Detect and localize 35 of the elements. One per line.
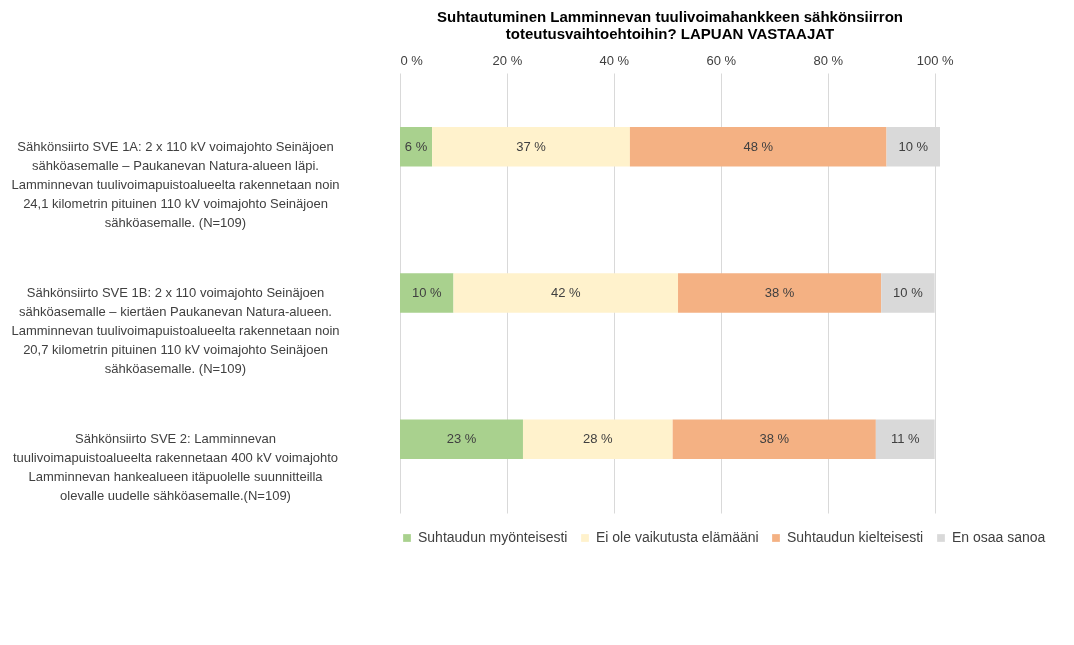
data-label: 10 % bbox=[411, 285, 442, 300]
x-tick-label: 20 % bbox=[492, 52, 523, 68]
bar bbox=[400, 273, 454, 313]
x-tick-label: 100 % bbox=[916, 52, 955, 68]
data-label: 42 % bbox=[550, 285, 581, 300]
data-label: 37 % bbox=[516, 138, 547, 154]
bar bbox=[522, 419, 673, 459]
legend-label: En osaa sanoa bbox=[952, 529, 1046, 545]
y-tick-label: Sähkönsiirto SVE 1B: 2 x 110 voimajohto Seinäjoen sähköasemalle – kiertäen Paukanevan Natura-alueen. Lamminnevan tuulivoimapuistoalueelta rakennetaan noin 20,7 kilometrin pituinen 110 kV voimajohto Seinäjoen sähköasemalle. (N=109) bbox=[11, 285, 340, 376]
data-label: 6 % bbox=[404, 138, 428, 154]
bar bbox=[432, 127, 630, 167]
bar bbox=[453, 273, 679, 313]
data-label: 23 % bbox=[446, 431, 477, 447]
y-tick-label: Sähkönsiirto SVE 2: Lamminnevan tuulivoimapuistoalueelta rakennetaan 400 kV voimajohto Lamminnevan hankealueen itäpuolelle suunnitteilla olevalle uudelle sähköasemalle.(N=109) bbox=[12, 431, 339, 504]
bar bbox=[400, 127, 433, 167]
data-label: 28 % bbox=[583, 431, 614, 447]
legend-label: Suhtaudun kielteisesti bbox=[787, 529, 924, 545]
bar bbox=[629, 127, 887, 167]
chart-title: Suhtautuminen Lamminnevan tuulivoimahankkeen sähkönsiirron toteutusvaihtoehtoihin? LAPUAN VASTAAJAT bbox=[437, 8, 903, 42]
data-label: 10 % bbox=[898, 138, 929, 154]
x-tick-label: 40 % bbox=[599, 52, 630, 68]
bar bbox=[400, 419, 523, 459]
legend-label: Ei ole vaikutusta elämääni bbox=[596, 529, 759, 545]
x-tick-label: 80 % bbox=[813, 52, 844, 68]
data-label: 38 % bbox=[759, 431, 790, 447]
data-label: 38 % bbox=[764, 285, 795, 300]
legend-label: Suhtaudun myönteisesti bbox=[418, 529, 568, 545]
data-label: 10 % bbox=[893, 285, 924, 300]
bar bbox=[678, 273, 882, 313]
data-label: 48 % bbox=[743, 138, 774, 154]
data-label: 11 % bbox=[890, 431, 921, 447]
bar bbox=[672, 419, 876, 459]
y-tick-label: Sähkönsiirto SVE 1A: 2 x 110 kV voimajohto Seinäjoen sähköasemalle – Paukanevan Natura-alueen läpi. Lamminnevan tuulivoimapuistoalueelta rakennetaan noin 24,1 kilometrin pituinen 110 kV voimajohto Seinäjoen sähköasemalle. (N=109) bbox=[11, 138, 340, 230]
x-tick-label: 60 % bbox=[706, 52, 737, 68]
x-tick-label: 0 % bbox=[400, 52, 424, 68]
